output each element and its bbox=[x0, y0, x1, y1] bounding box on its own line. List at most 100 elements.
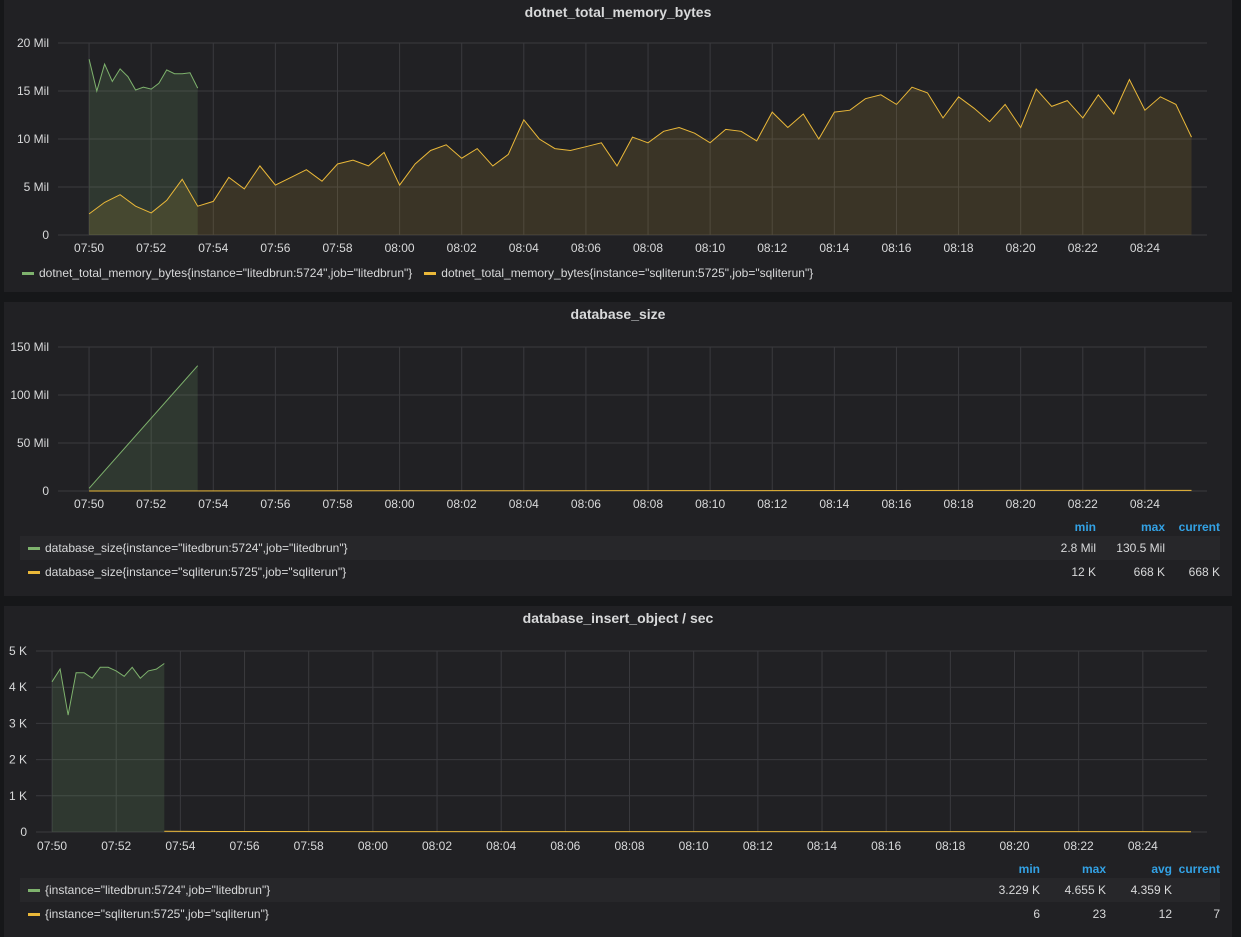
x-tick-label: 07:56 bbox=[260, 497, 290, 511]
database-size-chart: 0 50 Mil 100 Mil 150 Mil 07:50 07:52 07:54 07:5… bbox=[10, 340, 1207, 511]
legend-current: 7 bbox=[1213, 907, 1220, 921]
y-tick-label: 0 bbox=[42, 484, 49, 498]
legend-row-sqlite[interactable]: database_size{instance="sqliterun:5725",… bbox=[20, 560, 1220, 584]
x-tick-label: 08:18 bbox=[944, 497, 974, 511]
x-tick-label: 07:54 bbox=[198, 241, 228, 255]
x-tick-label: 08:20 bbox=[1006, 241, 1036, 255]
legend-swatch bbox=[28, 570, 40, 574]
x-tick-label: 08:16 bbox=[881, 497, 911, 511]
x-tick-label: 08:02 bbox=[447, 497, 477, 511]
x-tick-label: 08:12 bbox=[743, 839, 773, 853]
x-tick-label: 08:14 bbox=[819, 241, 849, 255]
legend-header-current[interactable]: current bbox=[1178, 862, 1220, 876]
panel-title[interactable]: database_insert_object / sec bbox=[522, 610, 714, 626]
x-tick-label: 08:22 bbox=[1068, 241, 1098, 255]
series-area-0 bbox=[52, 663, 165, 832]
legend-series-name: database_size{instance="sqliterun:5725",… bbox=[28, 560, 346, 584]
x-tick-label: 08:24 bbox=[1130, 241, 1160, 255]
legend-label: database_size{instance="sqliterun:5725",… bbox=[45, 565, 347, 579]
legend-header-min[interactable]: min bbox=[1074, 520, 1096, 534]
legend-label: dotnet_total_memory_bytes{instance="lite… bbox=[39, 266, 413, 280]
x-tick-label: 08:08 bbox=[633, 497, 663, 511]
legend-min: 12 K bbox=[1071, 565, 1096, 579]
legend-header: min max current bbox=[20, 518, 1220, 536]
series-line-1[interactable] bbox=[88, 78, 1192, 215]
legend-max: 668 K bbox=[1133, 565, 1165, 579]
insert-rate-chart: 0 1 K 2 K 3 K 4 K 5 K 07:50 07:52 07:54 07:56 07:5… bbox=[9, 644, 1207, 853]
legend-label: database_size{instance="litedbrun:5724",… bbox=[45, 541, 348, 555]
x-tick-label: 08:04 bbox=[486, 839, 516, 853]
legend-header-min[interactable]: min bbox=[1018, 862, 1040, 876]
x-tick-label: 08:10 bbox=[679, 839, 709, 853]
legend-current: 668 K bbox=[1188, 565, 1220, 579]
x-tick-label: 08:24 bbox=[1130, 497, 1160, 511]
y-tick-label: 100 Mil bbox=[10, 388, 49, 402]
memory-chart: 0 5 Mil 10 Mil 15 Mil 20 Mil 07:50 07:52 07:54 0… bbox=[17, 36, 1207, 255]
legend-row-litedb[interactable]: {instance="litedbrun:5724",job="litedbru… bbox=[20, 878, 1220, 902]
x-tick-label: 08:10 bbox=[695, 497, 725, 511]
legend-header-current[interactable]: current bbox=[1178, 520, 1220, 534]
panel-title[interactable]: dotnet_total_memory_bytes bbox=[524, 4, 712, 20]
legend-header-max[interactable]: max bbox=[1140, 520, 1165, 534]
series-line-1[interactable] bbox=[89, 489, 1192, 492]
database-size-legend: min max current database_size{instance="… bbox=[20, 518, 1220, 584]
legend-series-name: database_size{instance="litedbrun:5724",… bbox=[28, 536, 348, 560]
x-tick-label: 07:52 bbox=[136, 497, 166, 511]
x-tick-label: 08:00 bbox=[385, 241, 415, 255]
legend-max: 4.655 K bbox=[1064, 883, 1106, 897]
x-tick-label: 07:50 bbox=[74, 241, 104, 255]
x-tick-label: 08:16 bbox=[881, 241, 911, 255]
series-area-0 bbox=[89, 59, 198, 235]
x-tick-label: 08:06 bbox=[571, 497, 601, 511]
legend-min: 2.8 Mil bbox=[1060, 541, 1096, 555]
series-line-0[interactable] bbox=[88, 59, 199, 93]
y-tick-label: 2 K bbox=[9, 753, 27, 767]
legend-avg: 4.359 K bbox=[1130, 883, 1172, 897]
legend-row-sqlite[interactable]: {instance="sqliterun:5725",job="sqliteru… bbox=[20, 902, 1220, 926]
legend-swatch bbox=[28, 546, 40, 550]
x-tick-label: 08:18 bbox=[944, 241, 974, 255]
y-tick-label: 15 Mil bbox=[17, 84, 49, 98]
panel-title[interactable]: database_size bbox=[570, 306, 666, 322]
x-tick-label: 07:50 bbox=[74, 497, 104, 511]
y-tick-label: 20 Mil bbox=[17, 36, 49, 50]
legend-avg: 12 bbox=[1158, 907, 1172, 921]
x-tick-label: 08:20 bbox=[1006, 497, 1036, 511]
legend-row-litedb[interactable]: database_size{instance="litedbrun:5724",… bbox=[20, 536, 1220, 560]
legend-min: 6 bbox=[1033, 907, 1040, 921]
x-tick-label: 08:12 bbox=[757, 497, 787, 511]
database-size-panel: database_size 0 50 Mil 100 Mil 150 Mil 07:50… bbox=[4, 302, 1232, 596]
y-tick-label: 5 K bbox=[9, 644, 27, 658]
legend-item-sqlite[interactable]: dotnet_total_memory_bytes{instance="sqli… bbox=[424, 266, 813, 280]
series-line-1[interactable] bbox=[164, 830, 1192, 833]
x-tick-label: 08:04 bbox=[509, 241, 539, 255]
y-tick-label: 0 bbox=[20, 825, 27, 839]
x-tick-label: 08:08 bbox=[633, 241, 663, 255]
legend-label: {instance="litedbrun:5724",job="litedbru… bbox=[45, 883, 271, 897]
x-tick-label: 08:00 bbox=[385, 497, 415, 511]
legend-series-name: {instance="sqliterun:5725",job="sqliteru… bbox=[28, 902, 269, 926]
insert-rate-panel: database_insert_object / sec 0 1 K 2 K 3 K 4… bbox=[4, 606, 1232, 937]
legend-header-max[interactable]: max bbox=[1081, 862, 1106, 876]
x-tick-label: 08:00 bbox=[358, 839, 388, 853]
x-tick-label: 07:52 bbox=[101, 839, 131, 853]
memory-legend: dotnet_total_memory_bytes{instance="lite… bbox=[22, 266, 813, 280]
x-tick-label: 07:58 bbox=[322, 241, 352, 255]
x-tick-label: 08:12 bbox=[757, 241, 787, 255]
series-area-1 bbox=[89, 79, 1192, 235]
legend-min: 3.229 K bbox=[998, 883, 1040, 897]
y-tick-label: 1 K bbox=[9, 789, 27, 803]
legend-item-litedb[interactable]: dotnet_total_memory_bytes{instance="lite… bbox=[22, 266, 412, 280]
x-tick-label: 08:02 bbox=[422, 839, 452, 853]
x-tick-label: 08:02 bbox=[447, 241, 477, 255]
x-tick-label: 07:58 bbox=[322, 497, 352, 511]
series-line-0[interactable] bbox=[88, 365, 199, 489]
legend-swatch bbox=[28, 888, 40, 892]
legend-header-avg[interactable]: avg bbox=[1151, 862, 1172, 876]
x-tick-label: 08:22 bbox=[1064, 839, 1094, 853]
x-tick-label: 08:10 bbox=[695, 241, 725, 255]
insert-rate-legend: min max avg current {instance="litedbrun… bbox=[20, 860, 1220, 926]
x-tick-label: 08:24 bbox=[1128, 839, 1158, 853]
x-tick-label: 08:18 bbox=[935, 839, 965, 853]
series-line-0[interactable] bbox=[51, 663, 165, 716]
